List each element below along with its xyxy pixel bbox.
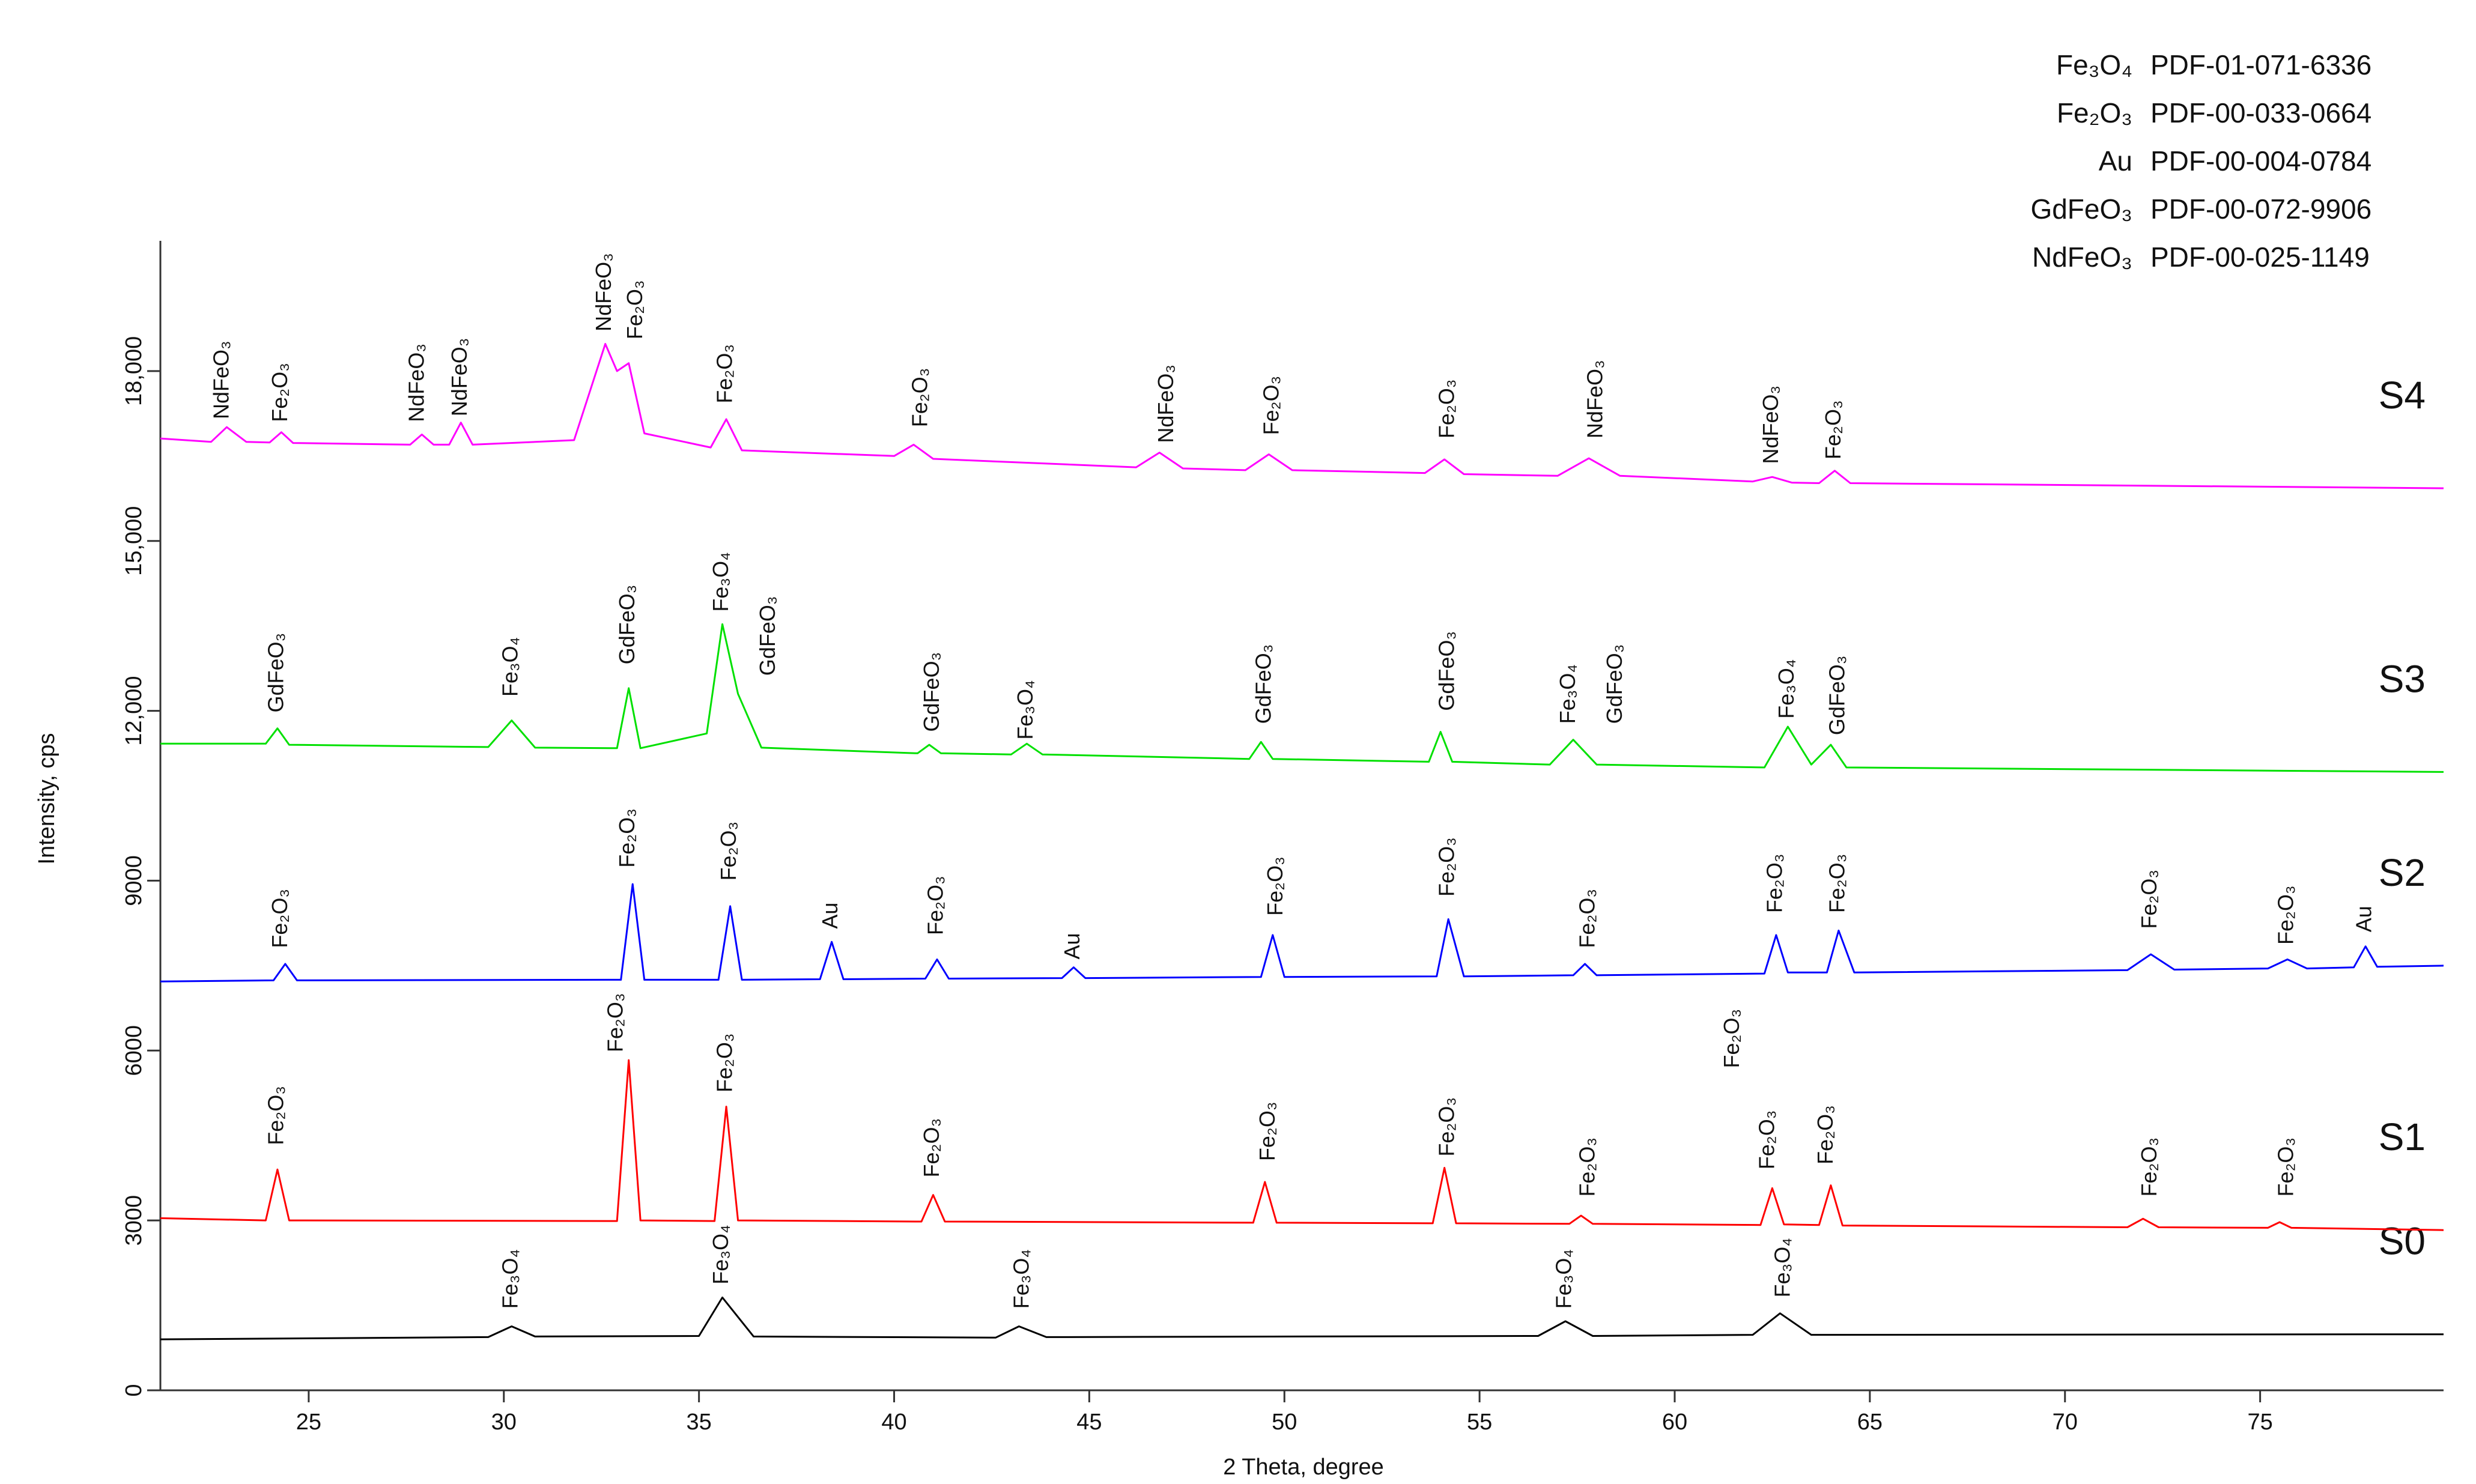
peak-label: Fe₂O₃	[1258, 376, 1283, 435]
peak-label: Fe₂O₃	[1719, 1009, 1744, 1068]
legend-phase: Au	[2099, 145, 2132, 177]
peak-label: Fe₂O₃	[712, 344, 737, 404]
peak-label: Fe₃O₄	[1009, 1249, 1033, 1309]
peak-label: Fe₂O₃	[1813, 1105, 1837, 1164]
peak-label: GdFeO₃	[1824, 655, 1849, 735]
peak-label: Au	[818, 903, 842, 929]
peak-label: Fe₂O₃	[1824, 854, 1849, 913]
peak-label: NdFeO₃	[404, 344, 428, 422]
peak-label: Fe₂O₃	[2137, 870, 2161, 929]
x-tick-label: 75	[2247, 1410, 2272, 1435]
legend-pdf: PDF-00-025-1149	[2150, 241, 2370, 273]
legend-pdf: PDF-00-004-0784	[2150, 145, 2371, 177]
series-label: S3	[2379, 657, 2426, 700]
peak-label: GdFeO₃	[1602, 644, 1627, 724]
y-tick-label: 6000	[121, 1025, 147, 1076]
xrd-pattern	[160, 1296, 2444, 1340]
x-tick-label: 60	[1662, 1410, 1687, 1435]
x-tick-label: 65	[1857, 1410, 1883, 1435]
x-tick-label: 50	[1272, 1410, 1297, 1435]
y-tick-label: 9000	[121, 855, 147, 906]
legend-pdf: PDF-00-033-0664	[2150, 97, 2371, 129]
y-tick-label: 18,000	[121, 336, 147, 406]
x-tick-label: 30	[491, 1410, 517, 1435]
legend-phase: GdFeO₃	[2030, 193, 2132, 225]
peak-label: NdFeO₃	[1153, 365, 1178, 443]
peak-label: Fe₃O₄	[1774, 659, 1798, 718]
peak-label: Fe₂O₃	[603, 993, 628, 1052]
x-tick-label: 35	[687, 1410, 712, 1435]
peak-label: Fe₂O₃	[1263, 856, 1287, 916]
x-tick-label: 55	[1467, 1410, 1492, 1435]
peak-label: Au	[2352, 906, 2376, 932]
x-tick-label: 25	[296, 1410, 321, 1435]
x-tick-label: 45	[1076, 1410, 1102, 1435]
peak-label: NdFeO₃	[1583, 360, 1607, 438]
x-tick-label: 70	[2053, 1410, 2078, 1435]
y-axis-label: Intensity, cps	[34, 733, 59, 865]
peak-label: NdFeO₃	[591, 253, 616, 332]
legend-phase: Fe₂O₃	[2057, 97, 2132, 129]
legend-pdf: PDF-01-071-6336	[2150, 49, 2371, 80]
peak-label: Fe₂O₃	[263, 1086, 288, 1145]
peak-label: Fe₃O₄	[708, 1225, 733, 1284]
y-tick-label: 3000	[121, 1195, 147, 1246]
xrd-pattern	[160, 1059, 2444, 1231]
xrd-pattern	[160, 623, 2444, 773]
peak-label: NdFeO₃	[208, 341, 233, 419]
xrd-pattern	[160, 343, 2444, 489]
peak-label: GdFeO₃	[919, 652, 944, 732]
legend-phase: NdFeO₃	[2032, 241, 2132, 273]
x-tick-label: 40	[881, 1410, 906, 1435]
peak-label: GdFeO₃	[263, 633, 288, 713]
peak-label: GdFeO₃	[1251, 644, 1275, 724]
x-axis-label: 2 Theta, degree	[1223, 1455, 1384, 1480]
peak-label: Fe₂O₃	[712, 1033, 737, 1092]
peak-label: Fe₂O₃	[2137, 1137, 2161, 1197]
peak-label: Fe₂O₃	[1434, 837, 1459, 897]
peak-label: Fe₂O₃	[1762, 854, 1786, 913]
peak-label: Fe₃O₄	[1552, 1249, 1576, 1309]
series-label: S0	[2379, 1220, 2426, 1263]
peak-label: Fe₂O₃	[1821, 400, 1845, 459]
series-label: S2	[2379, 851, 2426, 894]
peak-label: Fe₂O₃	[923, 876, 948, 935]
peak-label: Fe₃O₄	[1013, 680, 1037, 739]
peak-label: Fe₂O₃	[908, 368, 932, 428]
peak-label: GdFeO₃	[1434, 631, 1459, 711]
xrd-pattern	[160, 883, 2444, 983]
peak-label: Fe₂O₃	[2274, 885, 2298, 945]
series-label: S1	[2379, 1115, 2426, 1158]
peak-label: Fe₃O₄	[708, 552, 733, 611]
y-tick-label: 15,000	[121, 506, 147, 576]
peak-label: NdFeO₃	[447, 338, 472, 417]
peak-label: Fe₂O₃	[1754, 1110, 1779, 1170]
legend-pdf: PDF-00-072-9906	[2150, 193, 2371, 225]
peak-label: Fe₂O₃	[2274, 1137, 2298, 1197]
peak-label: GdFeO₃	[614, 585, 639, 665]
peak-label: Fe₂O₃	[1575, 1137, 1600, 1197]
peak-label: Fe₂O₃	[1575, 889, 1600, 948]
peak-label: Au	[1060, 933, 1084, 959]
series-label: S4	[2379, 374, 2426, 417]
peak-label: Fe₂O₃	[1255, 1101, 1279, 1161]
peak-label: Fe₃O₄	[497, 637, 522, 697]
y-tick-label: 12,000	[121, 676, 147, 745]
peak-label: Fe₂O₃	[716, 822, 741, 881]
peak-label: GdFeO₃	[755, 596, 780, 676]
peak-label: Fe₂O₃	[622, 280, 647, 339]
legend-phase: Fe₃O₄	[2056, 49, 2132, 80]
peak-label: Fe₃O₄	[497, 1249, 522, 1309]
peak-label: NdFeO₃	[1758, 386, 1783, 464]
peak-label: Fe₃O₄	[1555, 664, 1580, 724]
peak-label: Fe₂O₃	[267, 363, 292, 422]
peak-label: Fe₂O₃	[1434, 379, 1459, 438]
peak-label: Fe₂O₃	[919, 1118, 944, 1178]
y-tick-label: 0	[121, 1384, 147, 1396]
peak-label: Fe₂O₃	[267, 889, 292, 948]
peak-label: Fe₂O₃	[614, 808, 639, 868]
peak-label: Fe₂O₃	[1434, 1097, 1459, 1157]
peak-label: Fe₃O₄	[1770, 1238, 1794, 1297]
